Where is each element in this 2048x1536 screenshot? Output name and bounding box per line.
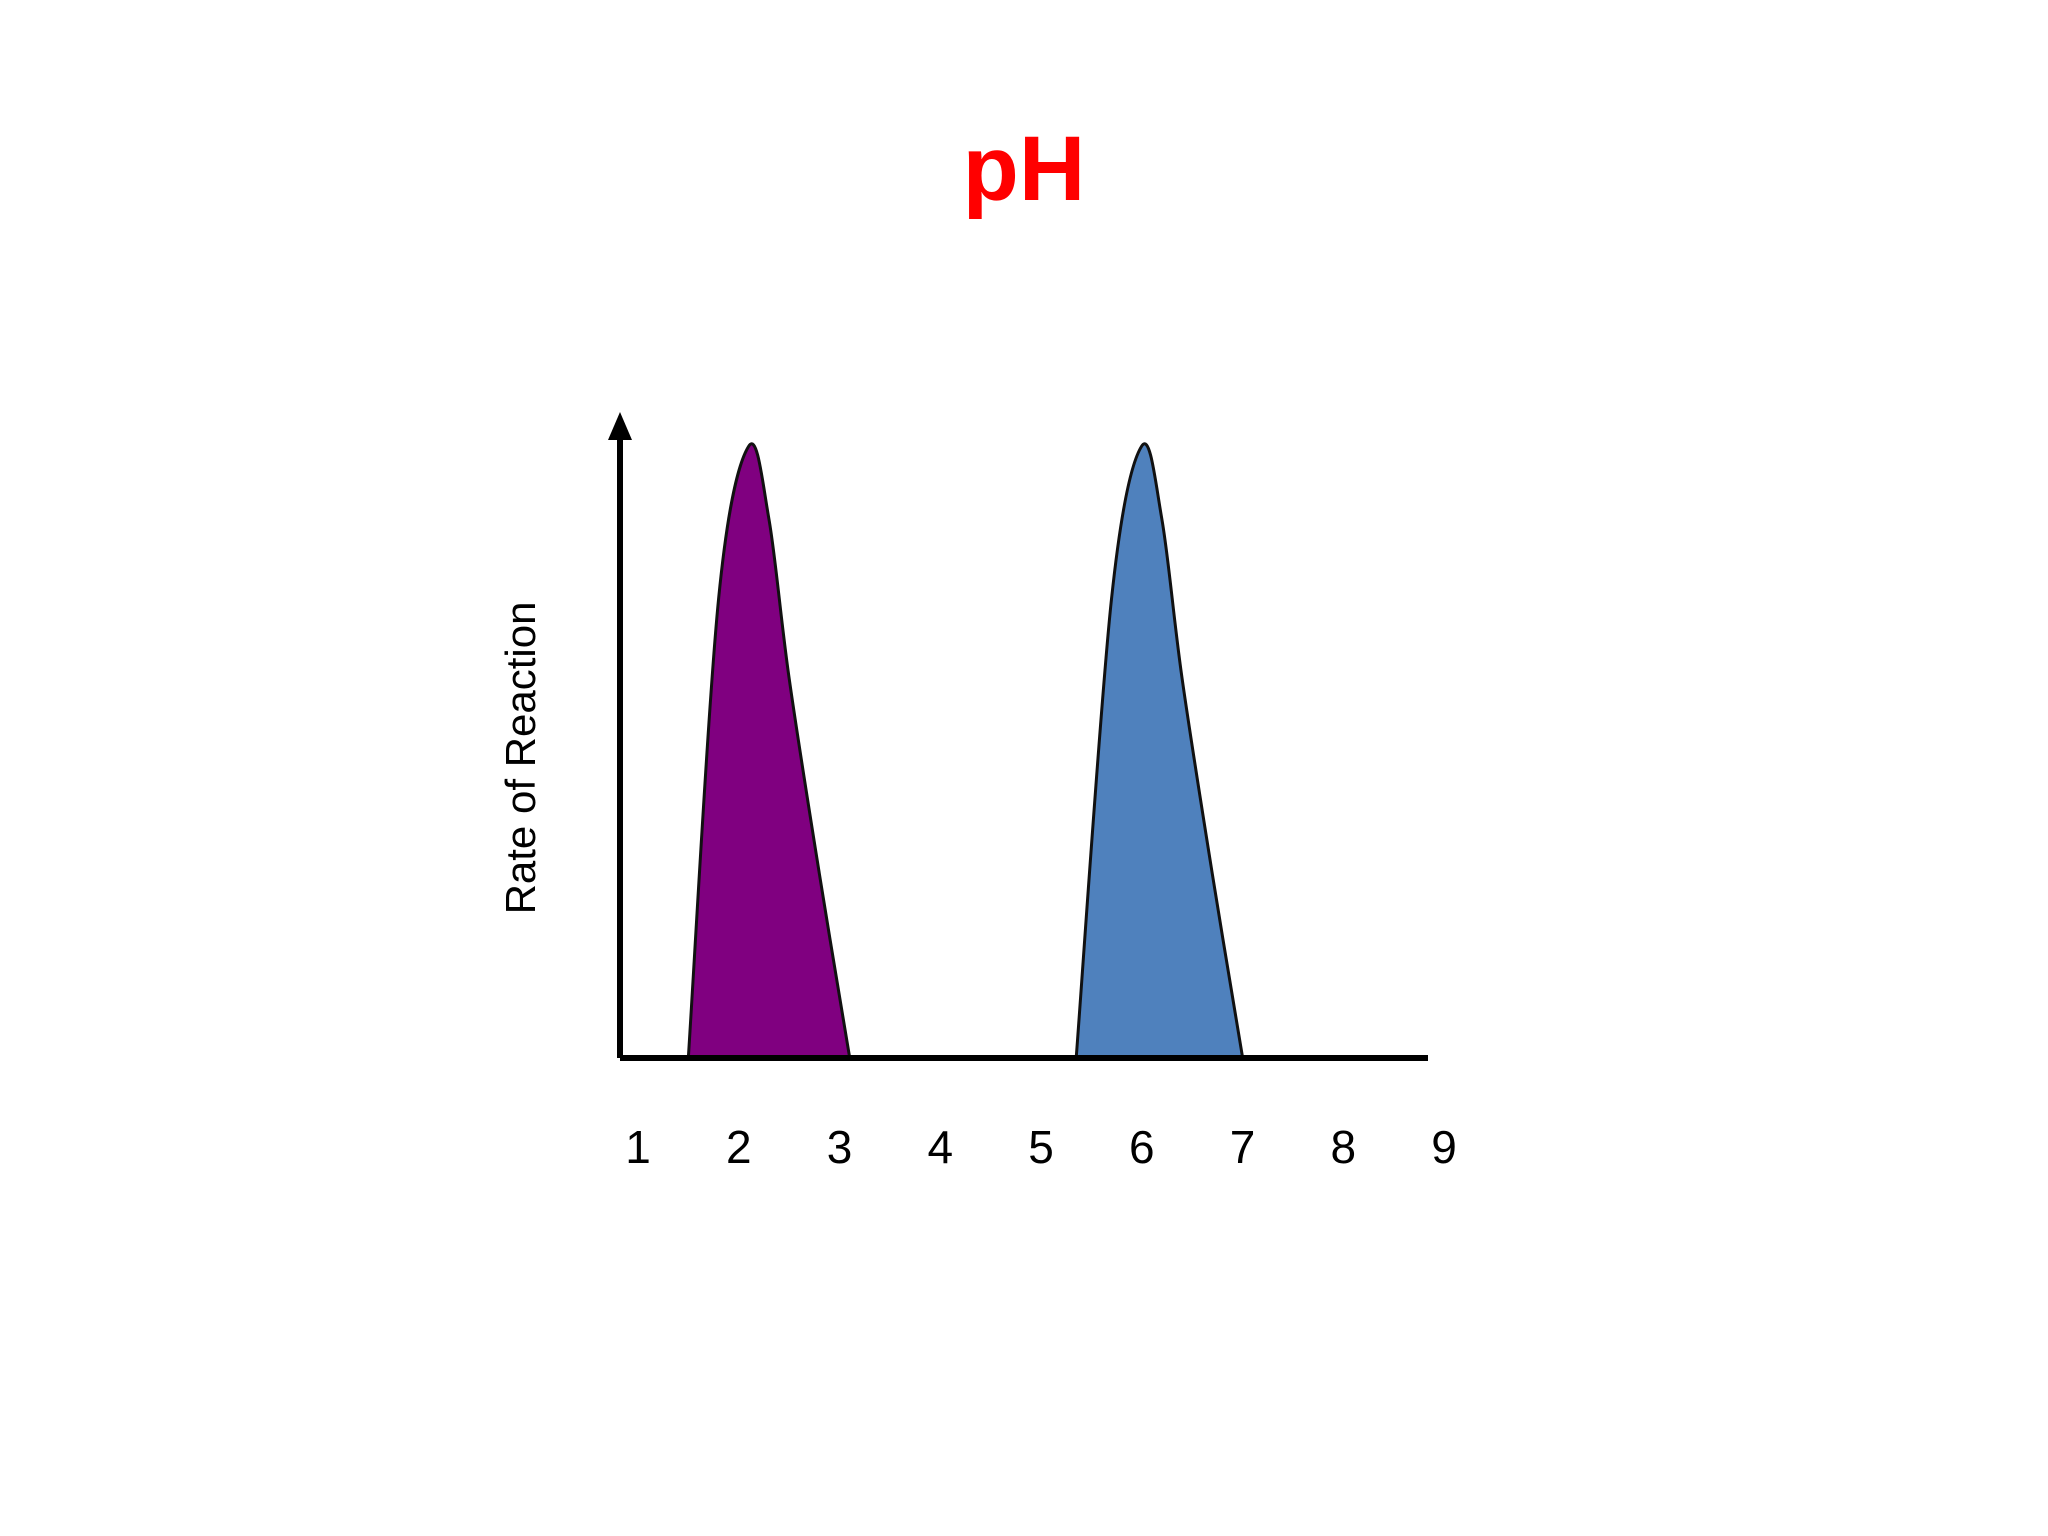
series-layer: [686, 442, 1245, 1059]
series-1-area: [686, 442, 852, 1059]
y-axis-title: Rate of Reaction: [497, 602, 544, 915]
chart-title: pH: [962, 118, 1086, 220]
x-tick-label-7: 7: [1230, 1121, 1256, 1173]
x-tick-label-3: 3: [827, 1121, 853, 1173]
x-tick-label-1: 1: [625, 1121, 651, 1173]
x-tick-label-5: 5: [1028, 1121, 1054, 1173]
x-tick-label-2: 2: [726, 1121, 752, 1173]
y-axis-arrow-icon: [608, 412, 632, 440]
x-tick-labels: 1 2 3 4 5 6 7 8 9: [625, 1121, 1457, 1173]
x-tick-label-9: 9: [1431, 1121, 1457, 1173]
series-2-area: [1074, 442, 1245, 1059]
x-tick-label-4: 4: [927, 1121, 953, 1173]
x-tick-label-8: 8: [1330, 1121, 1356, 1173]
x-tick-label-6: 6: [1129, 1121, 1155, 1173]
